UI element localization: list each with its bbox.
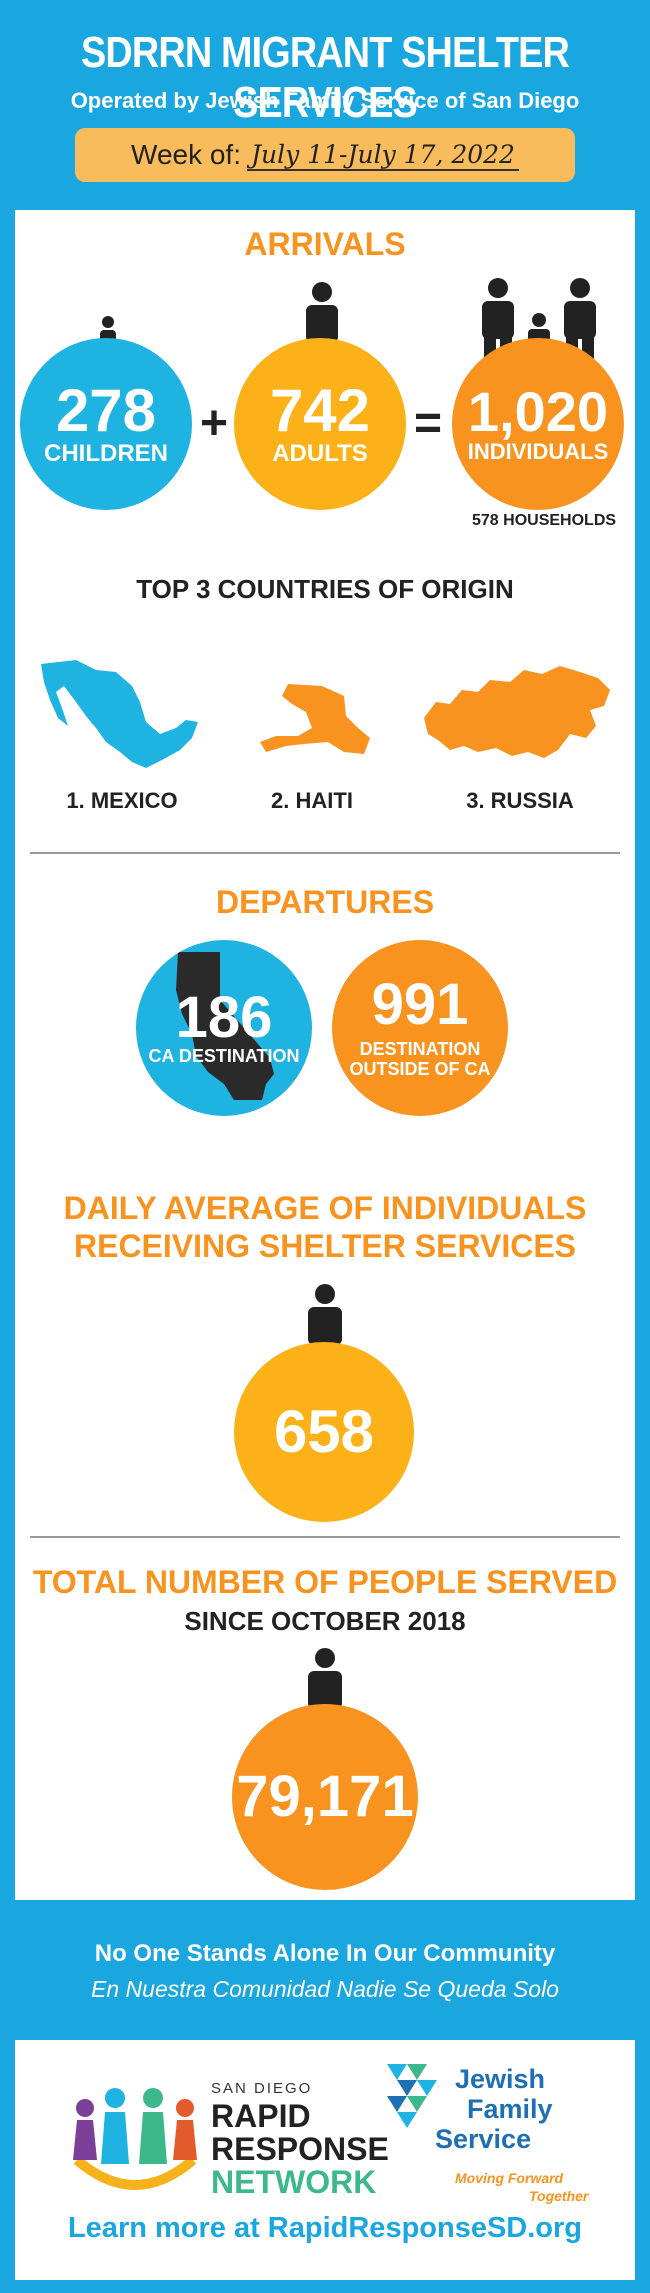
country-russia: 3. RUSSIA <box>466 788 574 813</box>
week-value: July 11-July 17, 2022 <box>247 140 519 171</box>
adults-label: ADULTS <box>272 439 368 467</box>
adults-circle: 742 ADULTS <box>234 338 406 510</box>
country-mexico: 1. MEXICO <box>66 788 178 813</box>
outside-ca-value: 991 <box>371 972 469 1038</box>
daily-average-value: 658 <box>273 1398 375 1465</box>
rrn-network: NETWORK <box>211 2164 377 2200</box>
country-haiti: 2. HAITI <box>271 788 353 813</box>
outside-ca-circle: 991 DESTINATION OUTSIDE OF CA <box>332 940 508 1116</box>
jfs-service: Service <box>435 2124 532 2154</box>
individuals-value: 1,020 <box>467 379 609 443</box>
adults-value: 742 <box>269 376 371 444</box>
jfs-jewish: Jewish <box>455 2064 546 2094</box>
rapid-response-network-logo-icon <box>73 2088 197 2190</box>
outside-ca-label-1: DESTINATION <box>359 1039 481 1060</box>
outside-ca-label-2: OUTSIDE OF CA <box>349 1059 491 1079</box>
tagline-english: No One Stands Alone In Our Community <box>94 1940 556 1967</box>
individuals-label: INDIVIDUALS <box>467 438 609 464</box>
total-heading-line-2: SINCE OCTOBER 2018 <box>184 1606 466 1636</box>
households-count: 578 HOUSEHOLDS <box>472 512 617 529</box>
arrivals-heading: ARRIVALS <box>244 226 406 262</box>
tagline-spanish: En Nuestra Comunidad Nadie Se Queda Solo <box>91 1976 559 2002</box>
rrn-san-diego: SAN DIEGO <box>211 2080 313 2097</box>
jfs-tagline-2: Together <box>529 2188 589 2204</box>
jfs-tagline-1: Moving Forward <box>455 2170 564 2186</box>
divider-2 <box>30 1536 620 1538</box>
children-label: CHILDREN <box>44 439 168 467</box>
page-title: SDRRN MIGRANT SHELTER SERVICES <box>81 28 570 127</box>
california-map-icon <box>176 952 274 1100</box>
haiti-map-icon <box>260 684 370 754</box>
total-served-value: 79,171 <box>236 1764 414 1829</box>
equals-sign: = <box>414 397 443 450</box>
ca-destination-value: 186 <box>175 985 273 1051</box>
ca-destination-label: CA DESTINATION <box>148 1046 300 1067</box>
divider-1 <box>30 852 620 854</box>
jfs-logo-icon <box>387 2064 437 2128</box>
jfs-family: Family <box>467 2094 553 2124</box>
week-label: Week of: <box>131 139 241 170</box>
countries-heading: TOP 3 COUNTRIES OF ORIGIN <box>136 574 514 604</box>
logos-panel: SAN DIEGO RAPID RESPONSE NETWORK Jewish … <box>15 2040 635 2280</box>
daily-heading-line-1: DAILY AVERAGE OF INDIVIDUALS <box>63 1190 587 1226</box>
page-subtitle: Operated by Jewish Family Service of San… <box>70 88 580 113</box>
individuals-circle: 1,020 INDIVIDUALS <box>452 338 624 510</box>
rrn-response: RESPONSE <box>211 2131 389 2167</box>
plus-sign: + <box>200 397 229 450</box>
children-value: 278 <box>55 376 157 444</box>
ca-destination-circle: 186 CA DESTINATION <box>136 940 312 1116</box>
mexico-map-icon <box>41 660 198 768</box>
total-heading-line-1: TOTAL NUMBER OF PEOPLE SERVED <box>32 1564 618 1600</box>
rrn-rapid: RAPID <box>211 2098 311 2134</box>
learn-more-link[interactable]: Learn more at RapidResponseSD.org <box>67 2212 583 2244</box>
russia-map-icon <box>424 666 610 758</box>
daily-heading-line-2: RECEIVING SHELTER SERVICES <box>73 1228 577 1264</box>
week-box: Week of: July 11-July 17, 2022 <box>75 128 575 182</box>
departures-heading: DEPARTURES <box>215 884 435 920</box>
daily-average-circle: 658 <box>234 1342 414 1522</box>
children-circle: 278 CHILDREN <box>20 338 192 510</box>
total-served-circle: 79,171 <box>232 1704 418 1890</box>
